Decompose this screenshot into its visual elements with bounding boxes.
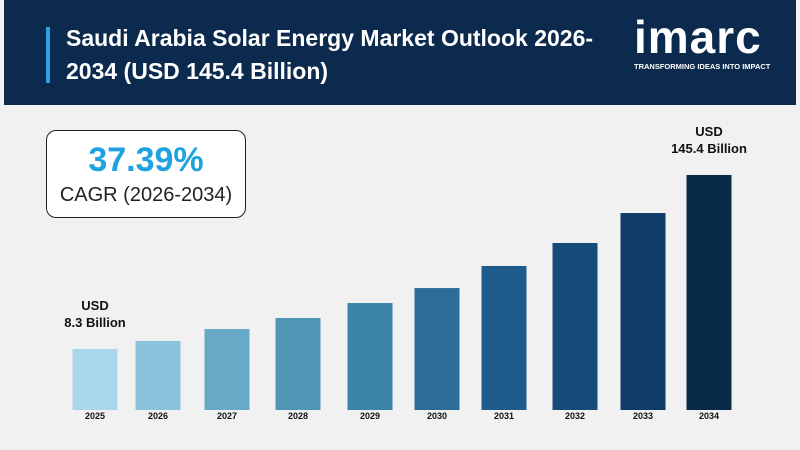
value-label: USD 145.4 Billion xyxy=(671,123,747,156)
bar xyxy=(204,329,250,410)
cagr-box: 37.39% CAGR (2026-2034) xyxy=(46,130,246,218)
bar xyxy=(620,213,666,410)
bar xyxy=(414,288,460,410)
x-tick-label: 2026 xyxy=(148,411,168,421)
bar xyxy=(347,303,393,410)
bar xyxy=(72,348,118,410)
bar xyxy=(552,243,598,410)
bar xyxy=(686,174,732,410)
logo: imarc xyxy=(634,11,762,63)
x-tick-label: 2033 xyxy=(633,411,653,421)
cagr-label: CAGR (2026-2034) xyxy=(59,184,233,206)
bar xyxy=(481,265,527,410)
chart-title: Saudi Arabia Solar Energy Market Outlook… xyxy=(66,25,594,84)
x-tick-label: 2034 xyxy=(699,411,719,421)
tagline: TRANSFORMING IDEAS INTO IMPACT xyxy=(634,62,771,71)
x-tick-label: 2027 xyxy=(217,411,237,421)
x-tick-label: 2030 xyxy=(427,411,447,421)
value-label: USD 8.3 Billion xyxy=(64,297,126,330)
x-tick-label: 2032 xyxy=(565,411,585,421)
x-tick-label: 2025 xyxy=(85,411,105,421)
x-tick-label: 2028 xyxy=(288,411,308,421)
header xyxy=(4,0,796,105)
accent-bar xyxy=(46,27,50,83)
x-tick-label: 2031 xyxy=(494,411,514,421)
cagr-value: 37.39% xyxy=(88,141,204,179)
x-tick-label: 2029 xyxy=(360,411,380,421)
bar xyxy=(135,340,181,410)
bar xyxy=(275,318,321,410)
